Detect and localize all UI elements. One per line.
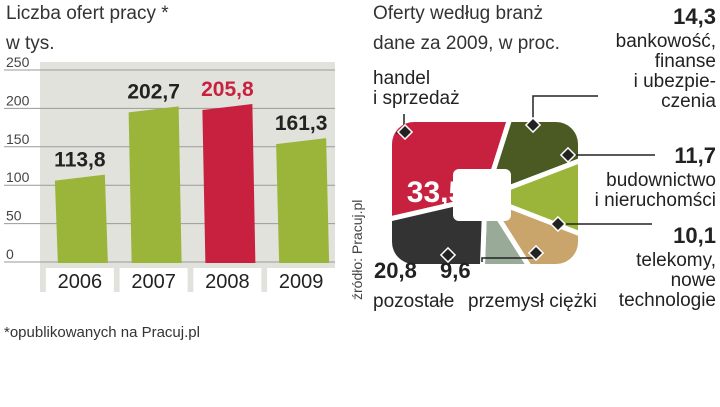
leader-marker xyxy=(559,146,577,164)
slice-label: przemysł ciężki xyxy=(468,291,597,312)
bar-chart: 250 200 150 100 50 0 113,8 202,7 205,8 161,3 2006 2… xyxy=(4,54,365,300)
leader-marker xyxy=(524,116,542,134)
leader-marker xyxy=(549,215,567,233)
category-label-bg xyxy=(45,268,114,292)
y-tick-label: 50 xyxy=(6,208,22,224)
slice-label: nowe xyxy=(671,270,716,291)
pie-slice xyxy=(481,122,578,202)
slice-label: finanse xyxy=(655,51,716,72)
slice-value-label: 9,6 xyxy=(440,258,471,283)
slice-label: i ubezpie- xyxy=(634,71,716,92)
pie-chart-subtitle: dane za 2009, w proc. xyxy=(373,33,560,54)
category-label-bg xyxy=(267,268,336,292)
leader-line xyxy=(532,95,598,125)
slice-label: technologie xyxy=(619,290,716,311)
category-label: 2009 xyxy=(279,271,324,293)
y-tick-label: 200 xyxy=(6,92,30,108)
pie-chart-title: Oferty według branż xyxy=(373,3,544,24)
slice-value-label: 11,7 xyxy=(674,143,716,168)
slice-label: bankowość, xyxy=(616,31,716,52)
category-label: 2007 xyxy=(131,271,176,293)
leader-marker xyxy=(527,244,545,262)
pie-slice xyxy=(478,191,578,264)
slice-label: i sprzedaż xyxy=(373,88,460,109)
bar xyxy=(276,138,330,263)
bar-chart-title: Liczba ofert pracy * xyxy=(6,3,169,24)
bar xyxy=(54,174,108,263)
bar xyxy=(128,106,182,263)
slice-value-label: 14,3 xyxy=(673,4,716,29)
slice-label: handel xyxy=(373,68,430,89)
bar-value-label: 161,3 xyxy=(275,112,328,135)
slice-label: budownictwo xyxy=(606,170,716,191)
slice-label: czenia xyxy=(661,91,716,112)
category-label-bg xyxy=(193,268,262,292)
pie-slice xyxy=(475,188,578,264)
y-tick-label: 0 xyxy=(6,246,14,262)
slice-label: i nieruchomści xyxy=(595,190,716,211)
bar xyxy=(202,103,256,263)
slice-label: pozostałe xyxy=(373,291,454,312)
pie-value-label: 33,5 xyxy=(407,176,465,209)
footnote: *opublikowanych na Pracuj.pl xyxy=(4,324,200,341)
category-label-bg xyxy=(119,268,188,292)
y-tick-label: 100 xyxy=(6,169,30,185)
bar-value-label: 205,8 xyxy=(201,78,254,101)
leader-marker xyxy=(439,246,457,264)
bar-value-label: 113,8 xyxy=(54,149,106,172)
y-tick-label: 250 xyxy=(6,54,30,70)
bar-value-label: 202,7 xyxy=(127,80,180,103)
y-tick-label: 150 xyxy=(6,131,30,147)
leader-marker xyxy=(396,123,414,141)
slice-value-label: 10,1 xyxy=(673,223,716,248)
pie-slice xyxy=(392,193,488,264)
pie-slice xyxy=(392,122,549,245)
category-label: 2008 xyxy=(205,271,250,293)
slice-value-label: 20,8 xyxy=(374,258,417,283)
bar-chart-subtitle: w tys. xyxy=(6,33,55,54)
slice-label: telekomy, xyxy=(636,250,716,271)
category-label: 2006 xyxy=(58,271,103,293)
source-label: źródło: Pracuj.pl xyxy=(349,200,365,300)
